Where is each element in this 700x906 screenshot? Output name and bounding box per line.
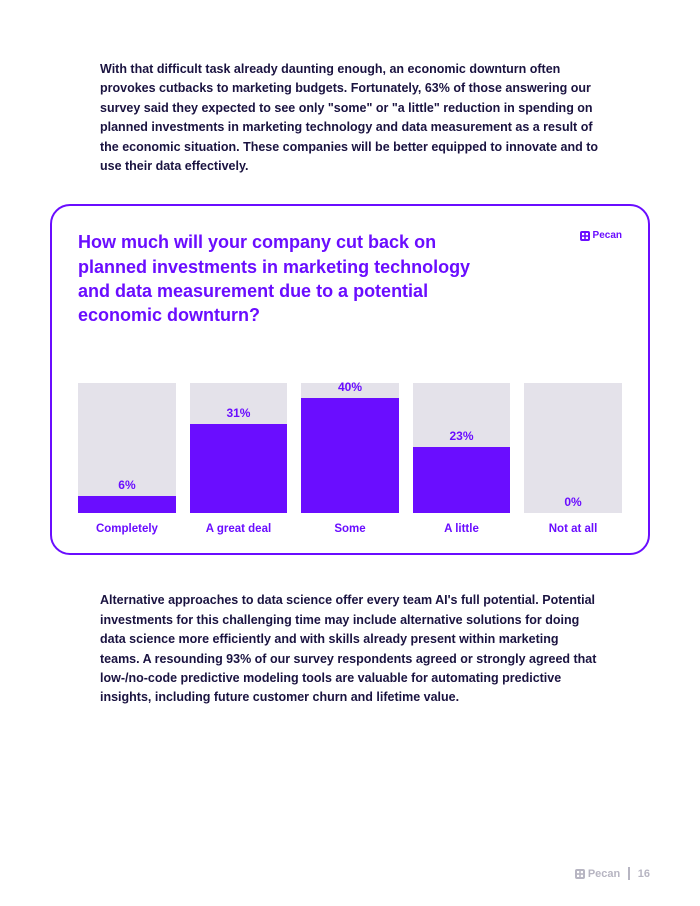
footer-divider	[628, 867, 630, 880]
chart-category-labels: Completely A great deal Some A little Not at…	[78, 523, 622, 535]
category-label: Not at all	[524, 523, 622, 535]
category-label: Some	[301, 523, 399, 535]
category-label: A great deal	[190, 523, 288, 535]
second-paragraph-lead: Alternative approaches to data science o…	[100, 593, 539, 607]
bar-column: 40%	[301, 383, 399, 513]
footer-brand: Pecan	[575, 868, 620, 880]
bar-value-label: 23%	[413, 429, 511, 443]
chart-header: How much will your company cut back on p…	[78, 230, 622, 327]
second-paragraph-rest: Potential investments for this challengi…	[100, 593, 596, 704]
category-label: Completely	[78, 523, 176, 535]
pecan-logo-icon	[575, 869, 585, 879]
bar-column: 6%	[78, 383, 176, 513]
bar-column: 31%	[190, 383, 288, 513]
bar-fill	[301, 398, 399, 514]
page-footer: Pecan 16	[575, 867, 650, 880]
bar-fill	[413, 447, 511, 513]
bar-background	[524, 383, 622, 513]
bar-column: 23%	[413, 383, 511, 513]
chart-card: How much will your company cut back on p…	[50, 204, 650, 555]
intro-paragraph: With that difficult task already dauntin…	[50, 60, 650, 176]
chart-bars: 6% 31% 40% 23% 0%	[78, 353, 622, 513]
page-number: 16	[638, 868, 650, 880]
bar-track: 40%	[301, 383, 399, 513]
bar-column: 0%	[524, 383, 622, 513]
footer-brand-name: Pecan	[588, 868, 620, 880]
category-label: A little	[413, 523, 511, 535]
bar-track: 23%	[413, 383, 511, 513]
bar-value-label: 40%	[301, 380, 399, 394]
bar-track: 0%	[524, 383, 622, 513]
second-paragraph: Alternative approaches to data science o…	[50, 591, 650, 707]
bar-fill	[78, 496, 176, 513]
brand-name: Pecan	[593, 230, 622, 241]
bar-track: 6%	[78, 383, 176, 513]
bar-value-label: 0%	[524, 495, 622, 509]
bar-track: 31%	[190, 383, 288, 513]
brand-badge: Pecan	[580, 230, 622, 241]
bar-fill	[190, 424, 288, 514]
chart-title: How much will your company cut back on p…	[78, 230, 478, 327]
pecan-logo-icon	[580, 231, 590, 241]
bar-value-label: 6%	[78, 478, 176, 492]
bar-value-label: 31%	[190, 406, 288, 420]
